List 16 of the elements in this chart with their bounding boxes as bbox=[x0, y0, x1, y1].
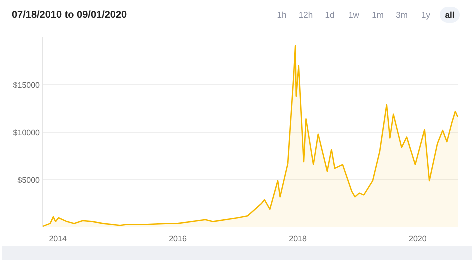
text: 12h bbox=[298, 10, 314, 20]
x-tick-label: 2020 bbox=[409, 234, 428, 244]
y-tick-label: $10000 bbox=[13, 128, 41, 138]
text: all bbox=[445, 10, 455, 20]
y-tick-label: $5000 bbox=[18, 176, 41, 185]
text: 1y bbox=[422, 10, 432, 20]
text: 1m bbox=[372, 10, 384, 20]
text: 1d bbox=[325, 10, 335, 20]
x-tick-label: 2016 bbox=[169, 234, 188, 244]
chart-title: 07/18/2010 to 09/01/2020 bbox=[12, 10, 128, 21]
text: 1w bbox=[348, 10, 360, 20]
x-tick-label: 2014 bbox=[49, 234, 68, 244]
x-tick-label: 2018 bbox=[289, 234, 308, 244]
y-tick-label: $15000 bbox=[13, 81, 41, 90]
text: 1h bbox=[277, 10, 287, 20]
text: 3m bbox=[396, 10, 408, 20]
